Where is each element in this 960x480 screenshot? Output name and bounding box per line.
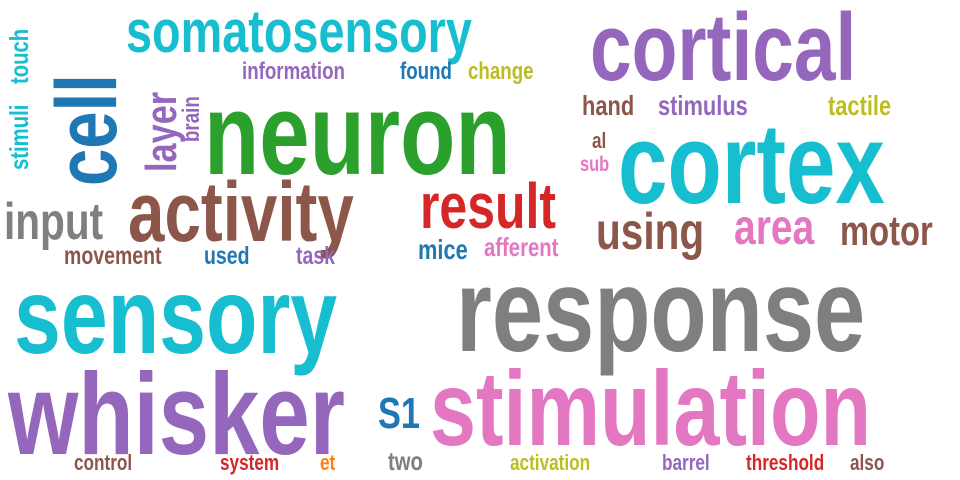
word-stimulation: stimulation [430,350,871,468]
word-tactile: tactile [828,90,892,121]
word-task: task [296,242,336,270]
word-hand: hand [582,90,635,121]
word-using: using [596,203,705,261]
word-activity: activity [128,165,354,259]
word-also: also [850,450,885,475]
word-brain: brain [178,96,205,142]
word-movement: movement [64,242,162,270]
word-whisker: whisker [8,349,345,479]
word-sub: sub [580,153,610,176]
word-somatosensory: somatosensory [126,0,472,65]
word-touch: touch [4,28,34,84]
word-result: result [420,170,556,242]
word-response: response [456,245,866,377]
word-threshold: threshold [746,450,825,475]
word-change: change [468,58,534,85]
word-barrel: barrel [662,450,710,475]
word-motor: motor [840,207,933,254]
word-stimuli: stimuli [4,104,34,170]
word-afferent: afferent [484,232,559,262]
word-used: used [204,242,250,270]
word-system: system [220,450,280,475]
word-mice: mice [418,234,468,265]
word-neuron: neuron [204,69,511,199]
word-s1: S1 [378,389,420,438]
word-area: area [734,199,815,255]
word-activation: activation [510,450,591,475]
word-two: two [388,446,423,476]
word-input: input [4,193,104,251]
word-found: found [400,58,452,85]
word-et: et [320,450,336,475]
word-cortex: cortex [618,101,885,228]
word-al: al [592,128,607,153]
word-control: control [74,450,133,475]
word-cortical: cortical [590,0,857,101]
word-cell: cell [39,74,135,186]
word-information: information [242,58,345,85]
word-sensory: sensory [14,255,338,376]
word-stimulus: stimulus [658,90,748,121]
